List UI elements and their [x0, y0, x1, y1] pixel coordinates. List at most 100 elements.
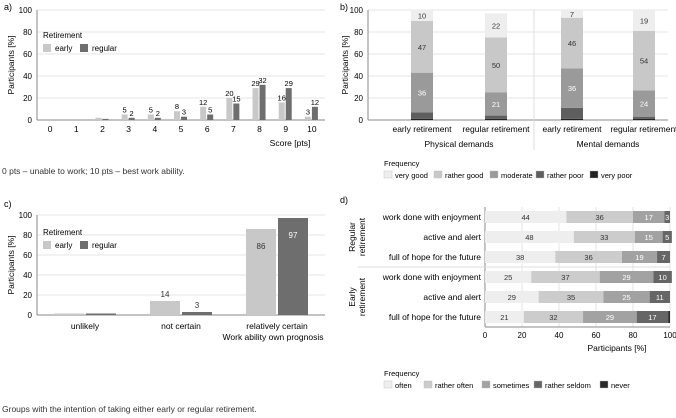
bar-regular [102, 118, 109, 120]
stack-sometimes [633, 211, 665, 223]
bar-regular [128, 117, 135, 120]
legend-swatch [599, 380, 609, 389]
x-tick-label: relatively certain [246, 321, 308, 331]
legend-swatch [589, 170, 599, 179]
legend-title: Retirement [43, 31, 83, 40]
y-tick-label: 80 [23, 28, 32, 37]
stack-often [485, 271, 532, 283]
data-label: 29 [606, 313, 614, 322]
chart-c: c) 0 20 40 60 80 100 Participants [%] unlikely no… [4, 199, 325, 342]
legend-label: moderate [501, 171, 533, 180]
y-axis-label: Participants [%] [6, 35, 16, 94]
bar-regular [207, 114, 214, 120]
x-tick-label: 8 [257, 124, 262, 134]
y-axis-label: Participants [%] [6, 235, 16, 294]
legend-swatch [383, 380, 393, 389]
data-label: 17 [645, 213, 653, 222]
data-label: 32 [549, 313, 557, 322]
data-label: 22 [492, 21, 500, 30]
data-label: 8 [175, 102, 179, 111]
stack-very-good [561, 10, 583, 18]
stack-very-poor [633, 118, 655, 120]
y-axis-label: Participants [%] [340, 35, 350, 94]
legend-label: very good [395, 171, 428, 180]
x-tick-label: not certain [161, 321, 201, 331]
legend-label: never [611, 381, 630, 390]
data-label: 35 [567, 293, 575, 302]
data-label: 97 [289, 231, 298, 240]
data-label: 32 [258, 76, 266, 85]
legend-swatch-early [43, 44, 51, 52]
data-label: 5 [665, 233, 669, 242]
x-tick-label: 1 [74, 124, 79, 134]
x-tick-label: 3 [126, 124, 131, 134]
data-label: 3 [306, 108, 310, 117]
stack-rather-often [566, 211, 633, 223]
data-label: 29 [622, 273, 630, 282]
data-label: 48 [525, 233, 533, 242]
y-tick-label: 40 [23, 271, 32, 280]
bar-early [246, 229, 276, 315]
legend-label: regular [92, 44, 117, 53]
bar-early [304, 116, 311, 120]
legend-swatch [481, 380, 491, 389]
data-label: 21 [492, 100, 500, 109]
data-label: 15 [232, 95, 240, 104]
stack-rather-seldom [657, 251, 670, 263]
x-tick-label: 6 [205, 124, 210, 134]
y-tick-label: 20 [354, 94, 363, 103]
data-label: 36 [584, 253, 592, 262]
data-label: 19 [635, 253, 643, 262]
data-label: 17 [648, 313, 656, 322]
panel-label: c) [4, 199, 12, 209]
panel-label: b) [340, 2, 348, 12]
panel-label: a) [4, 2, 12, 12]
group-label: retirement [357, 217, 367, 256]
legend-label: rather good [445, 171, 483, 180]
data-label: 19 [640, 16, 648, 25]
stack-rather-often [573, 231, 635, 243]
bar-regular [311, 106, 318, 120]
legend-label: rather often [435, 381, 473, 390]
bar-regular [181, 116, 187, 120]
legend-label: rather poor [547, 171, 584, 180]
y-tick-label: active and alert [423, 292, 481, 302]
x-axis-label: Participants [%] [587, 343, 646, 353]
legend-label: sometimes [493, 381, 530, 390]
x-tick-label: 40 [555, 331, 564, 340]
data-label: 36 [418, 89, 426, 98]
legend-swatch [535, 170, 545, 179]
legend-swatch [383, 170, 393, 179]
stack-rather-seldom [636, 311, 669, 323]
data-label: 36 [596, 213, 604, 222]
y-tick-label: active and alert [423, 232, 481, 242]
stack-rather-poor [561, 107, 583, 119]
data-label: 29 [285, 79, 293, 88]
x-tick-label: regular retirement [462, 124, 530, 134]
y-tick-label: full of hope for the future [389, 312, 481, 322]
bar-regular [154, 117, 161, 120]
stack-rather-seldom [662, 231, 672, 243]
y-tick-label: 20 [23, 291, 32, 300]
stack-sometimes [583, 311, 637, 323]
stack-rather-poor [411, 112, 433, 119]
x-tick-label: early retirement [392, 124, 452, 134]
stack-often [485, 211, 567, 223]
data-label: 38 [516, 253, 524, 262]
data-label: 14 [161, 290, 170, 299]
stack-rather-good [411, 21, 433, 73]
y-tick-label: 100 [19, 211, 33, 220]
x-tick-label: 100 [663, 331, 676, 340]
x-axis-label: Work ability own prognosis [223, 332, 324, 342]
stack-very-poor [411, 118, 433, 120]
data-label: 3 [195, 301, 200, 310]
data-label: 7 [570, 10, 574, 19]
bar-early [174, 111, 180, 120]
bar-early [252, 88, 259, 120]
stack-moderate [485, 92, 507, 116]
stack-very-good [633, 10, 655, 31]
legend-label: regular [92, 241, 117, 250]
x-tick-label: 0 [48, 124, 53, 134]
y-tick-label: 60 [23, 50, 32, 59]
data-label: 7 [661, 253, 665, 262]
